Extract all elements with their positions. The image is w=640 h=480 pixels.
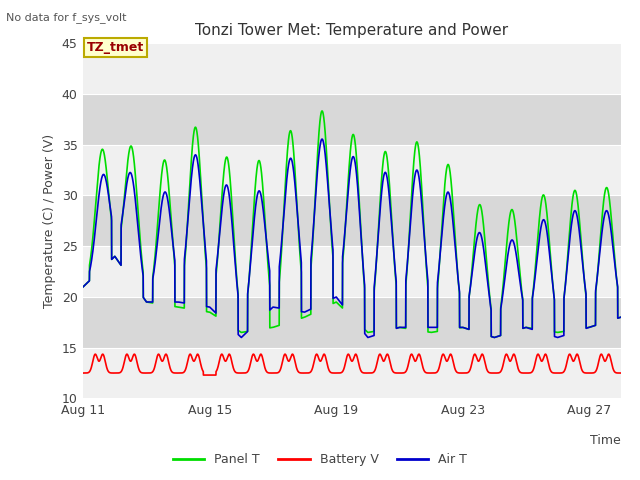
Bar — [83, 348, 621, 398]
Text: No data for f_sys_volt: No data for f_sys_volt — [6, 12, 127, 23]
Bar — [83, 195, 621, 246]
Title: Tonzi Tower Met: Temperature and Power: Tonzi Tower Met: Temperature and Power — [195, 23, 509, 38]
Bar — [83, 94, 621, 144]
Y-axis label: Temperature (C) / Power (V): Temperature (C) / Power (V) — [44, 134, 56, 308]
Text: TZ_tmet: TZ_tmet — [87, 41, 144, 54]
Bar — [83, 297, 621, 348]
X-axis label: Time: Time — [590, 434, 621, 447]
Bar — [83, 43, 621, 94]
Bar — [83, 144, 621, 195]
Bar — [83, 246, 621, 297]
Legend: Panel T, Battery V, Air T: Panel T, Battery V, Air T — [168, 448, 472, 471]
